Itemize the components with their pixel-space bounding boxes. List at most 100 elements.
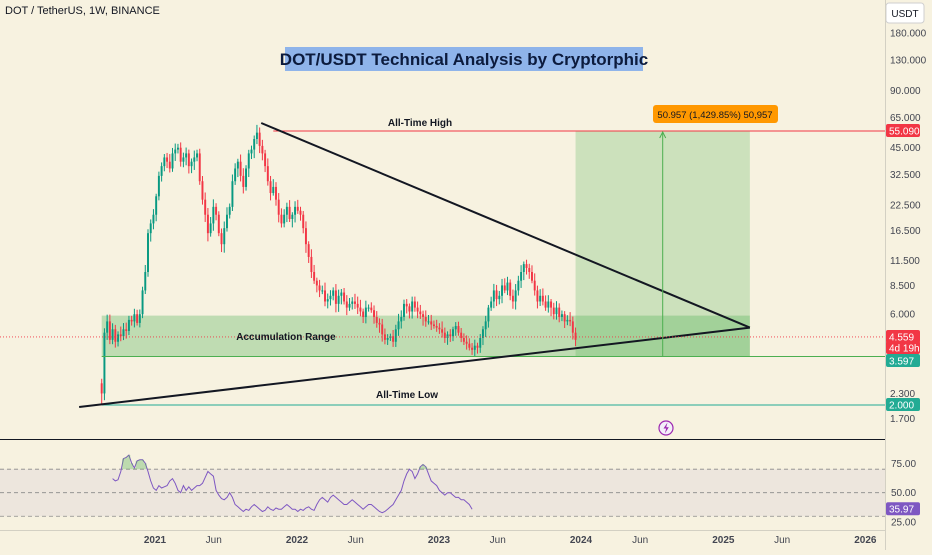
candle bbox=[119, 334, 122, 337]
candle bbox=[452, 329, 454, 337]
candle bbox=[498, 295, 501, 300]
rsi-value-label: 35.97 bbox=[889, 505, 914, 516]
candle bbox=[460, 332, 463, 338]
candle bbox=[144, 272, 147, 291]
candle bbox=[375, 317, 378, 323]
candle bbox=[285, 206, 288, 215]
candle bbox=[337, 295, 340, 304]
candle bbox=[187, 153, 190, 167]
rsi-overbought-fill bbox=[135, 460, 139, 470]
measure-badge bbox=[653, 105, 778, 123]
candle bbox=[114, 329, 117, 342]
candle bbox=[555, 307, 558, 315]
candle bbox=[408, 306, 411, 312]
candle bbox=[471, 347, 474, 350]
candle bbox=[315, 280, 318, 286]
candle bbox=[133, 314, 136, 322]
candle bbox=[302, 214, 305, 229]
price-badge-bg bbox=[886, 330, 920, 343]
price-badge: 3.597 bbox=[886, 354, 920, 368]
candle bbox=[416, 307, 419, 312]
candle bbox=[245, 168, 248, 187]
candle bbox=[351, 301, 354, 304]
candle bbox=[117, 334, 120, 342]
candle bbox=[487, 307, 490, 322]
candle bbox=[449, 334, 452, 337]
lightning-icon[interactable] bbox=[658, 420, 674, 436]
rsi-overbought-fill bbox=[130, 463, 134, 470]
candle bbox=[185, 153, 188, 158]
candle bbox=[190, 161, 193, 167]
candle bbox=[541, 295, 544, 302]
candle bbox=[157, 175, 160, 197]
candle bbox=[550, 301, 553, 308]
candle bbox=[345, 301, 348, 308]
candle bbox=[166, 157, 169, 162]
candle bbox=[441, 329, 444, 333]
rsi-overbought-fill bbox=[418, 466, 422, 470]
price-tick-label: 11.500 bbox=[890, 256, 920, 267]
rsi-overbought-fill bbox=[133, 468, 136, 470]
candle bbox=[108, 321, 111, 340]
candle bbox=[392, 336, 395, 342]
candle bbox=[269, 181, 272, 194]
candle bbox=[147, 233, 149, 273]
candle bbox=[264, 153, 267, 167]
price-tick-label: 65.000 bbox=[890, 113, 921, 124]
accumulation-range-label: Accumulation Range bbox=[236, 332, 336, 343]
candle bbox=[370, 307, 373, 311]
candle bbox=[100, 383, 103, 394]
candle bbox=[253, 139, 256, 150]
candle bbox=[446, 334, 449, 338]
atl-label: All-Time Low bbox=[376, 390, 438, 401]
candle bbox=[454, 326, 457, 330]
ath-label: All-Time High bbox=[388, 118, 452, 129]
candle bbox=[261, 145, 264, 154]
candle bbox=[479, 337, 482, 348]
candle bbox=[201, 181, 204, 200]
rsi-tick-label: 50.00 bbox=[891, 488, 916, 499]
candle bbox=[326, 299, 329, 302]
candle bbox=[432, 324, 435, 327]
price-badge-label: 3.597 bbox=[889, 357, 914, 368]
candle bbox=[212, 206, 215, 224]
candle bbox=[378, 322, 381, 325]
candle bbox=[122, 329, 125, 337]
time-axis: 2021 Jun 2022 Jun 2023 Jun 2024 Jun 2025 Jun 2026 bbox=[144, 535, 877, 546]
candle bbox=[348, 303, 351, 308]
price-tick-label: 1.700 bbox=[890, 414, 915, 425]
candle bbox=[242, 175, 245, 187]
rsi-panel: 75.00 50.00 25.00 35.97 bbox=[0, 454, 920, 529]
symbol-line: DOT / TetherUS, 1W, BINANCE bbox=[5, 5, 160, 17]
candle bbox=[438, 327, 441, 330]
candle bbox=[250, 149, 253, 154]
candle bbox=[340, 292, 343, 296]
candle bbox=[174, 149, 177, 154]
candle bbox=[231, 181, 234, 207]
candle bbox=[411, 301, 414, 312]
price-tick-label: 16.500 bbox=[890, 226, 921, 237]
price-tick-label: 22.500 bbox=[890, 200, 921, 211]
candle bbox=[520, 272, 523, 281]
candle bbox=[536, 290, 539, 302]
candle bbox=[435, 326, 438, 328]
candle bbox=[280, 214, 283, 224]
rsi-overbought-fill bbox=[124, 457, 128, 470]
candle bbox=[329, 295, 332, 300]
price-tick-label: 45.000 bbox=[890, 143, 921, 154]
candle bbox=[424, 317, 427, 322]
candle bbox=[364, 307, 367, 318]
candle bbox=[528, 267, 531, 273]
candle bbox=[141, 290, 144, 315]
price-badge: 4.559 bbox=[886, 330, 920, 344]
time-tick-label: 2023 bbox=[428, 535, 451, 546]
candle bbox=[247, 153, 250, 169]
candle bbox=[353, 301, 356, 304]
candle bbox=[473, 345, 476, 350]
price-badge: 4d 19h bbox=[886, 341, 920, 355]
candle bbox=[457, 326, 460, 333]
rsi-value-badge bbox=[886, 502, 920, 516]
candle bbox=[223, 228, 226, 245]
price-tick-label: 90.000 bbox=[890, 86, 921, 97]
